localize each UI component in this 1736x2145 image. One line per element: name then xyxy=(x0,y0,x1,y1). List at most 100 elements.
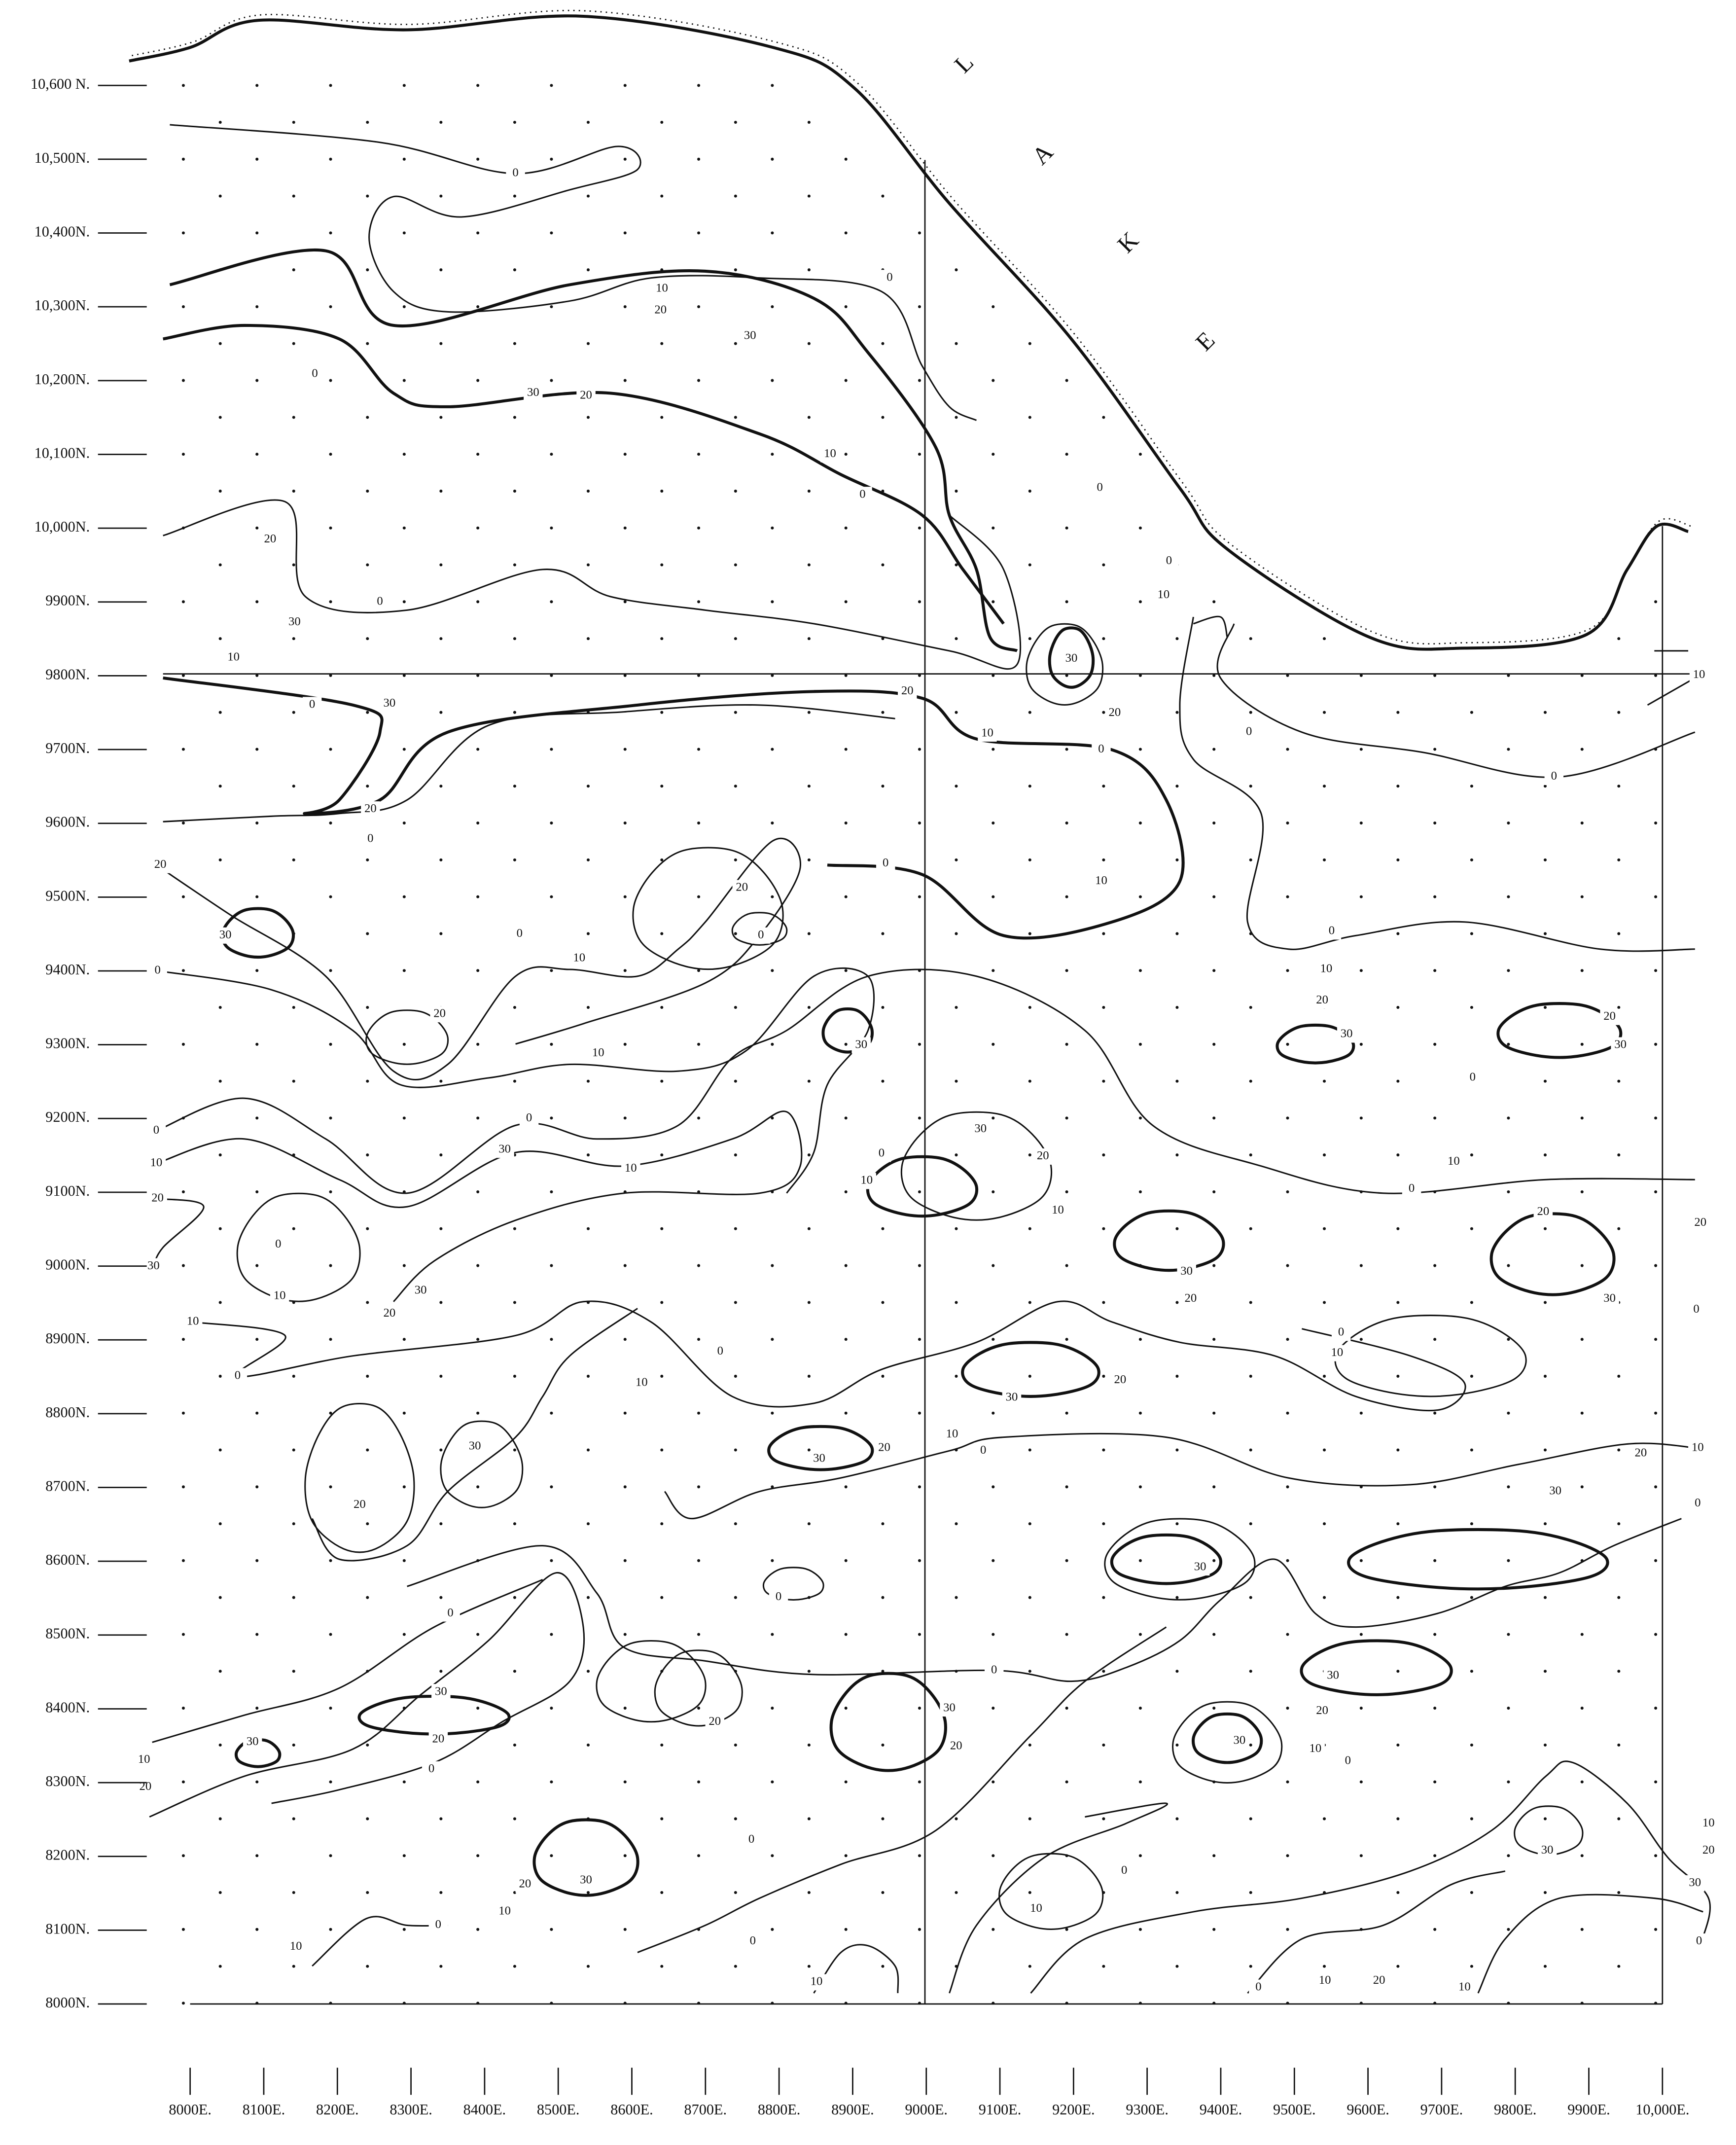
survey-point xyxy=(1544,1006,1547,1009)
survey-point xyxy=(513,785,516,787)
survey-point xyxy=(697,1338,700,1341)
survey-point xyxy=(955,1153,957,1156)
survey-point xyxy=(697,453,700,456)
northing-label: 8200N. xyxy=(45,1847,90,1863)
survey-point xyxy=(587,932,590,935)
survey-point xyxy=(1102,932,1105,935)
survey-point xyxy=(1065,822,1068,824)
survey-point xyxy=(734,932,737,935)
survey-point xyxy=(292,268,295,271)
survey-point xyxy=(1360,1781,1363,1784)
contour-label: 0 xyxy=(758,928,764,941)
survey-point xyxy=(1065,1707,1068,1710)
survey-point xyxy=(1396,1153,1399,1156)
survey-point xyxy=(513,563,516,566)
survey-point xyxy=(845,1264,848,1267)
survey-point xyxy=(992,969,994,972)
survey-point xyxy=(697,1043,700,1046)
contour-label: 20 xyxy=(1634,1446,1647,1459)
survey-point xyxy=(219,563,222,566)
survey-point xyxy=(219,1744,222,1747)
survey-point xyxy=(845,1928,848,1931)
survey-point xyxy=(329,1781,332,1784)
easting-label: 8000E. xyxy=(169,2101,212,2118)
survey-point xyxy=(918,1190,921,1193)
contour-label: 20 xyxy=(364,802,377,815)
survey-point xyxy=(660,1596,663,1599)
survey-point xyxy=(1286,1854,1289,1857)
survey-point xyxy=(366,785,369,787)
survey-point xyxy=(329,1043,332,1046)
survey-point xyxy=(1323,637,1326,640)
survey-point xyxy=(1175,1522,1178,1525)
survey-point xyxy=(182,969,185,972)
survey-point xyxy=(1396,711,1399,714)
survey-point xyxy=(845,1043,848,1046)
survey-point xyxy=(734,1375,737,1378)
survey-point xyxy=(476,1190,479,1193)
survey-point xyxy=(918,1264,921,1267)
survey-point xyxy=(660,932,663,935)
survey-point xyxy=(881,416,884,419)
northing-label: 9500N. xyxy=(45,887,90,904)
survey-point xyxy=(808,932,811,935)
survey-point xyxy=(845,1412,848,1415)
survey-point xyxy=(1507,895,1510,898)
survey-point xyxy=(1139,748,1142,751)
contour-label: 0 xyxy=(235,1369,241,1382)
contour-label: 0 xyxy=(1345,1754,1351,1767)
survey-point xyxy=(476,1264,479,1267)
survey-point xyxy=(1360,1707,1363,1710)
survey-point xyxy=(771,600,774,603)
contour-label: 10 xyxy=(573,951,585,965)
survey-point xyxy=(808,1006,811,1009)
contour-label: 10 xyxy=(1458,1980,1471,1994)
northing-label: 10,100N. xyxy=(35,444,90,461)
survey-point xyxy=(1249,1744,1252,1747)
survey-point xyxy=(366,1153,369,1156)
survey-point xyxy=(439,711,442,714)
survey-point xyxy=(255,1485,258,1488)
survey-point xyxy=(1139,1633,1142,1636)
survey-point xyxy=(1396,1744,1399,1747)
survey-point xyxy=(1507,1854,1510,1857)
contour-label: 0 xyxy=(991,1663,997,1676)
survey-point xyxy=(881,1817,884,1820)
easting-label: 9000E. xyxy=(905,2101,948,2118)
survey-point xyxy=(1028,711,1031,714)
northing-label: 10,200N. xyxy=(35,371,90,388)
survey-point xyxy=(1323,1817,1326,1820)
contour-label: 20 xyxy=(1537,1205,1549,1218)
survey-point xyxy=(1396,1817,1399,1820)
survey-point xyxy=(992,748,994,751)
survey-point xyxy=(1323,711,1326,714)
survey-point xyxy=(808,1817,811,1820)
survey-point xyxy=(403,305,406,308)
survey-point xyxy=(1581,1412,1584,1415)
survey-point xyxy=(1654,1264,1657,1267)
survey-point xyxy=(1139,1781,1142,1784)
survey-point xyxy=(771,1928,774,1931)
survey-point xyxy=(697,748,700,751)
survey-point xyxy=(1433,895,1436,898)
survey-point xyxy=(1212,1116,1215,1119)
survey-point xyxy=(439,637,442,640)
survey-point xyxy=(366,121,369,124)
survey-point xyxy=(439,785,442,787)
survey-point xyxy=(1212,1485,1215,1488)
survey-point xyxy=(1065,1412,1068,1415)
contour-label: 30 xyxy=(1614,1038,1627,1051)
survey-point xyxy=(881,1891,884,1894)
survey-point xyxy=(403,1485,406,1488)
survey-point xyxy=(403,1781,406,1784)
survey-point xyxy=(881,563,884,566)
survey-point xyxy=(881,711,884,714)
survey-point xyxy=(918,305,921,308)
survey-point xyxy=(476,600,479,603)
survey-point xyxy=(1139,822,1142,824)
survey-point xyxy=(624,1485,627,1488)
survey-point xyxy=(1102,785,1105,787)
survey-point xyxy=(439,1891,442,1894)
survey-point xyxy=(808,121,811,124)
survey-point xyxy=(734,1817,737,1820)
